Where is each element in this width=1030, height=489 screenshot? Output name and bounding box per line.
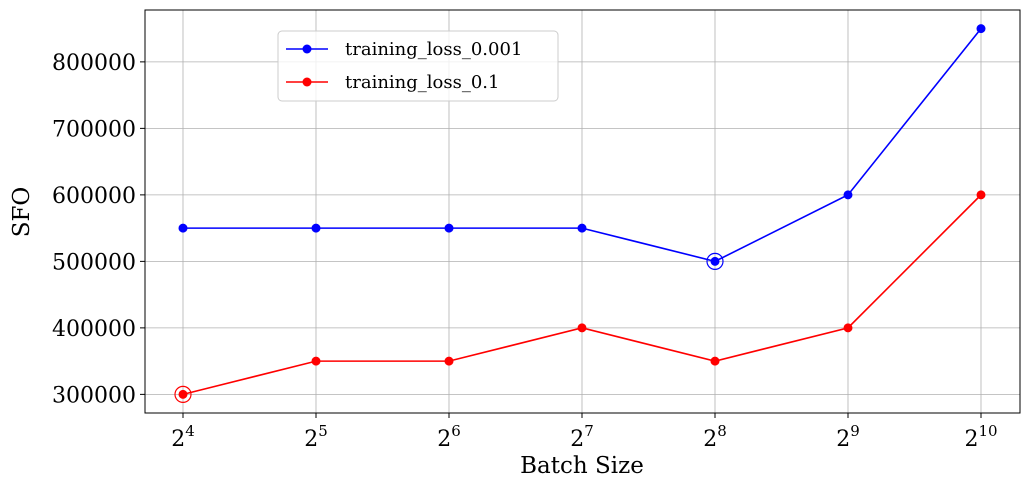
x-tick-label: 27 <box>570 422 594 452</box>
legend-marker <box>302 44 312 54</box>
x-tick-label: 210 <box>964 422 997 452</box>
x-tick-label: 24 <box>171 422 195 452</box>
y-tick-label: 500000 <box>52 250 136 275</box>
legend-label: training_loss_0.1 <box>345 72 500 93</box>
data-point <box>577 323 587 333</box>
y-axis-title: SFO <box>9 187 35 238</box>
data-point <box>311 223 321 233</box>
data-point <box>178 223 188 233</box>
data-point <box>444 223 454 233</box>
x-axis: 24 25 26 27 28 29 210 <box>171 413 998 452</box>
x-tick-label: 25 <box>304 422 328 452</box>
data-point <box>710 256 720 266</box>
legend-box <box>277 30 559 102</box>
data-point <box>577 223 587 233</box>
plot-frame <box>144 9 1021 414</box>
highlight-ring <box>706 252 724 270</box>
x-tick-label: 28 <box>703 422 727 452</box>
data-point <box>976 190 986 200</box>
series-layer <box>174 24 986 403</box>
x-tick-label: 26 <box>437 422 461 452</box>
x-axis-title: Batch Size <box>520 453 644 479</box>
y-tick-label: 600000 <box>52 184 136 209</box>
grid <box>145 10 1020 413</box>
legend-label: training_loss_0.001 <box>345 39 522 60</box>
y-tick-label: 300000 <box>52 383 136 408</box>
data-point <box>710 356 720 366</box>
legend: training_loss_0.001 training_loss_0.1 <box>277 30 559 102</box>
data-point <box>311 356 321 366</box>
data-point <box>843 190 853 200</box>
data-point <box>178 389 188 399</box>
highlight-ring <box>174 385 192 403</box>
y-axis: 300000 400000 500000 600000 700000 800000 <box>52 51 145 408</box>
x-tick-label: 29 <box>836 422 860 452</box>
series-training_loss_0.1 <box>174 190 986 403</box>
y-tick-label: 400000 <box>52 317 136 342</box>
series-training_loss_0.001 <box>178 24 986 270</box>
legend-marker <box>302 77 312 87</box>
y-tick-label: 800000 <box>52 51 136 76</box>
y-tick-label: 700000 <box>52 117 136 142</box>
data-point <box>444 356 454 366</box>
data-point <box>843 323 853 333</box>
data-point <box>976 24 986 34</box>
